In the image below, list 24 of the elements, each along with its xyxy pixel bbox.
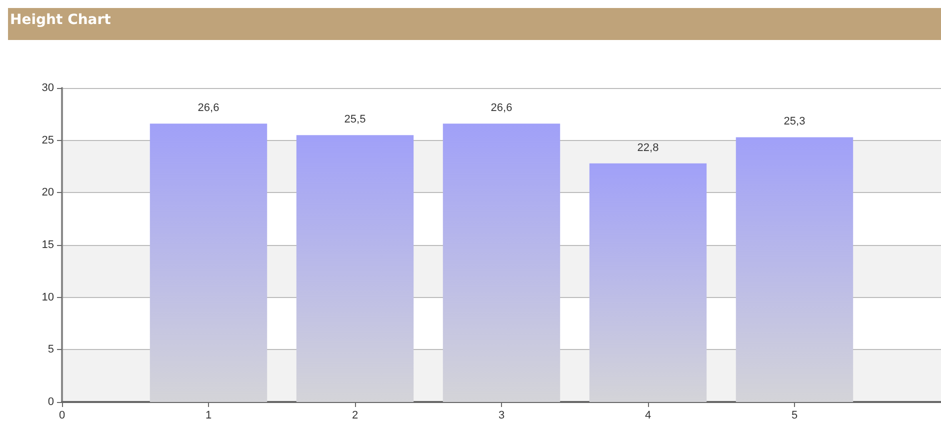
- y-tick-label: 5: [48, 344, 54, 356]
- data-label: 25,5: [344, 114, 366, 126]
- data-label: 26,6: [490, 102, 512, 114]
- x-tick-label: 5: [791, 410, 798, 422]
- x-tick-label: 0: [58, 410, 66, 422]
- bar: [442, 124, 560, 402]
- bar: [589, 163, 707, 402]
- x-tick-label: 4: [644, 410, 652, 422]
- chart-title: Height Chart: [10, 12, 111, 28]
- x-tick-label: 1: [205, 410, 212, 422]
- y-tick-label: 20: [42, 186, 54, 199]
- data-label: 26,6: [198, 102, 220, 114]
- bar: [736, 137, 854, 402]
- y-tick-label: 30: [42, 82, 54, 94]
- x-tick-label: 2: [352, 410, 358, 422]
- bar: [296, 135, 414, 402]
- y-tick-label: 15: [42, 239, 54, 251]
- data-label: 25,3: [784, 116, 806, 128]
- data-label: 22,8: [637, 142, 659, 154]
- x-tick-label: 3: [498, 410, 505, 422]
- y-tick-label: 0: [48, 396, 54, 408]
- y-tick-label: 10: [42, 291, 54, 304]
- y-tick-label: 25: [42, 134, 54, 146]
- bar: [150, 124, 268, 402]
